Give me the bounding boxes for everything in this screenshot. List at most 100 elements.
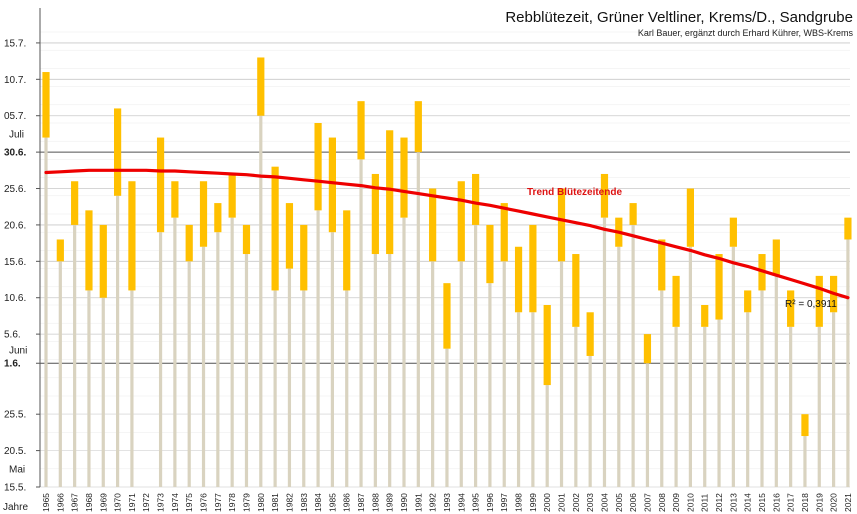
y-tick-label: 15.6. <box>4 257 26 268</box>
x-tick-label: 2000 <box>542 493 552 512</box>
bloom-bar <box>514 246 523 313</box>
x-tick-label: 2008 <box>657 493 667 512</box>
x-tick-label: 2019 <box>814 493 824 512</box>
x-tick-label: 2001 <box>557 493 567 512</box>
year-stem <box>388 254 392 487</box>
bloom-bar <box>56 239 64 262</box>
year-stem <box>803 436 807 487</box>
bloom-bar <box>658 239 666 291</box>
bloom-bar <box>600 173 609 218</box>
bloom-bar <box>772 239 780 276</box>
bloom-bar <box>801 414 809 437</box>
year-stem <box>402 217 406 487</box>
year-stem <box>688 246 692 487</box>
x-tick-label: 1968 <box>84 493 94 512</box>
bloom-bar <box>271 166 279 291</box>
y-tick-label: 25.5. <box>4 410 26 421</box>
bloom-bar <box>672 275 680 327</box>
year-stem <box>617 246 621 487</box>
x-tick-label: 1998 <box>514 493 524 512</box>
bloom-bar <box>300 224 308 291</box>
y-tick-label: 1.6. <box>4 359 21 370</box>
x-tick-label: 2005 <box>614 493 624 512</box>
year-stem <box>846 239 850 487</box>
bloom-bar <box>99 224 107 298</box>
x-tick-label: 2012 <box>714 493 724 512</box>
bloom-bar <box>701 305 709 327</box>
year-stem <box>774 275 778 487</box>
x-tick-label: 1986 <box>342 493 352 512</box>
x-tick-label: 2015 <box>757 493 767 512</box>
year-stem <box>44 137 48 487</box>
x-tick-label: 1973 <box>156 493 166 512</box>
x-tick-label: 1982 <box>284 493 294 512</box>
bloom-bar <box>500 203 508 262</box>
y-tick-label: 05.7. <box>4 111 26 122</box>
bloom-bar <box>744 290 752 313</box>
bloom-bar <box>729 217 737 247</box>
x-tick-label: 1995 <box>471 493 481 512</box>
x-tick-label: 2016 <box>771 493 781 512</box>
x-tick-label: 1993 <box>442 493 452 512</box>
x-tick-label: 1972 <box>141 493 151 512</box>
bloom-bar <box>400 137 408 218</box>
bloom-bar <box>199 181 208 247</box>
bloom-bar <box>42 72 50 138</box>
y-tick-label: 15.7. <box>4 38 26 49</box>
bloom-bar <box>285 203 294 269</box>
month-label: Juli <box>9 129 24 140</box>
x-tick-label: 2018 <box>800 493 810 512</box>
year-stem <box>431 261 435 487</box>
x-tick-label: 1970 <box>113 493 123 512</box>
x-tick-label: 2017 <box>786 493 796 512</box>
year-stem <box>746 312 750 487</box>
year-stem <box>373 254 377 487</box>
month-label: Mai <box>9 464 25 475</box>
x-tick-label: 1996 <box>485 493 495 512</box>
bloom-bar <box>715 254 723 320</box>
x-tick-label: 1975 <box>184 493 194 512</box>
bloom-bar <box>629 203 637 225</box>
x-tick-label: 2006 <box>628 493 638 512</box>
bloom-bar <box>343 210 351 291</box>
bloom-bar <box>114 108 122 196</box>
year-stem <box>717 319 721 487</box>
year-stem <box>631 224 635 488</box>
bloom-bar <box>257 57 265 116</box>
x-tick-label: 2010 <box>685 493 695 512</box>
bloom-bar <box>586 312 594 356</box>
year-stem <box>359 159 363 487</box>
year-stem <box>101 297 105 487</box>
bloom-bar <box>815 275 823 327</box>
x-tick-label: 1987 <box>356 493 366 512</box>
year-stem <box>602 217 607 487</box>
bloom-bar <box>185 224 193 262</box>
bloom-bar <box>128 181 136 291</box>
bloom-bar <box>557 188 566 262</box>
bloom-bar <box>71 181 79 225</box>
year-stem <box>416 152 420 487</box>
x-axis: 1965 1966 1967 1968 1969 1970 1971 1972 1973 1974… <box>41 493 853 512</box>
x-tick-label: 1984 <box>313 493 323 512</box>
year-stem <box>574 326 578 487</box>
x-tick-label: 2009 <box>671 493 681 512</box>
bloom-bar <box>787 290 795 327</box>
bloom-bar <box>328 137 336 233</box>
year-stem <box>832 312 836 487</box>
y-tick-label: 15.5. <box>4 483 26 494</box>
year-stem <box>187 261 191 487</box>
year-stem <box>760 290 764 487</box>
x-tick-label: 1999 <box>528 493 538 512</box>
x-tick-label: 2002 <box>571 493 581 512</box>
r-squared-label: R² = 0,3911 <box>785 299 837 310</box>
x-tick-label: 2013 <box>728 493 738 512</box>
x-tick-label: 1978 <box>227 493 237 512</box>
year-stem <box>674 326 678 487</box>
x-tick-label: 1994 <box>456 493 466 512</box>
year-stem <box>158 232 163 487</box>
y-tick-label: 10.7. <box>4 75 26 86</box>
x-tick-label: 1981 <box>270 493 280 512</box>
x-tick-label: 1985 <box>327 493 337 512</box>
year-stems <box>44 115 850 488</box>
